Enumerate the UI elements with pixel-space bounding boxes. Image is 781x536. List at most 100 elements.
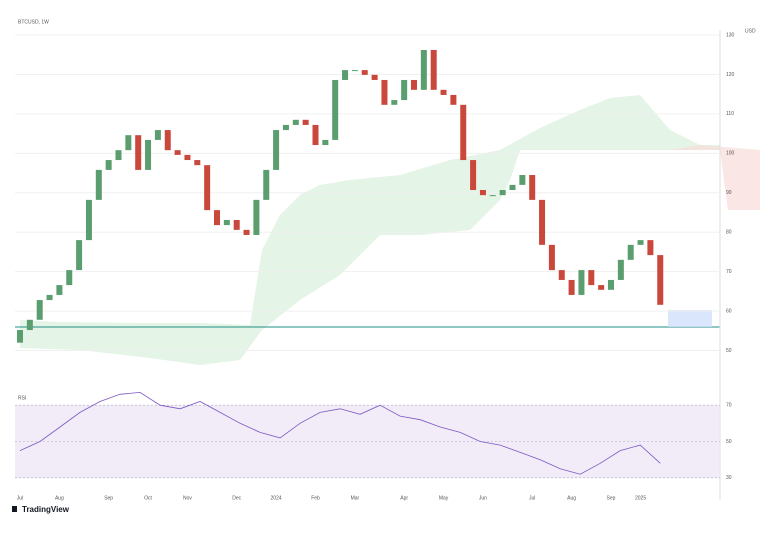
candle-body xyxy=(223,219,230,226)
candle-body xyxy=(243,229,250,235)
y-tick-label: 100 xyxy=(726,151,735,157)
candle-body xyxy=(322,139,329,146)
candle-body xyxy=(598,285,605,290)
plot: 50 60 70 80 90 100 110 120 130 Jul Aug Sep Oct Nov Dec… xyxy=(15,32,735,501)
candle-body xyxy=(164,130,171,151)
candle-body xyxy=(509,184,516,191)
candle-body xyxy=(17,330,23,343)
candle-body xyxy=(292,119,299,125)
candle-body xyxy=(470,160,477,191)
candle-body xyxy=(105,160,112,170)
x-tick-label: Apr xyxy=(400,495,408,501)
candle-body xyxy=(391,100,398,105)
candle-body xyxy=(361,70,368,75)
candle-body xyxy=(263,169,270,200)
candle-body xyxy=(450,94,457,105)
candle-body xyxy=(420,49,427,90)
y-tick-label: 110 xyxy=(726,111,734,117)
y-tick-label: 120 xyxy=(726,72,735,78)
x-tick-label: Aug xyxy=(567,495,576,501)
rsi-name: RSI xyxy=(18,395,26,401)
candle-body xyxy=(637,240,644,245)
x-tick-label: Nov xyxy=(183,495,192,501)
candle-body xyxy=(154,130,161,140)
candle-body xyxy=(332,79,339,140)
candle-body xyxy=(608,279,614,290)
x-tick-label: Sep xyxy=(104,495,113,501)
candle-body xyxy=(26,319,33,331)
x-tick-label: Sep xyxy=(607,495,616,501)
candle-body xyxy=(302,119,309,125)
x-tick-label: Dec xyxy=(232,495,241,501)
candle-body xyxy=(115,150,122,161)
x-tick-label: 2024 xyxy=(271,495,282,501)
candle-body xyxy=(135,135,142,170)
y-tick-label: 130 xyxy=(726,32,735,38)
rsi-line xyxy=(19,391,661,475)
candle-body xyxy=(519,175,526,185)
candle-body xyxy=(499,190,506,196)
candle-body xyxy=(312,124,319,146)
x-tick-label: Jun xyxy=(479,495,487,501)
candle-body xyxy=(194,160,201,166)
y-tick-label: 50 xyxy=(726,348,732,354)
x-tick-label: Oct xyxy=(144,495,152,501)
candle-body xyxy=(430,49,437,90)
candle-body xyxy=(489,195,496,197)
rsi-tick-label: 70 xyxy=(726,402,732,408)
rsi-tick-label: 50 xyxy=(726,439,732,445)
candle-body xyxy=(145,139,152,170)
candle-body xyxy=(371,74,378,80)
ichimoku-cloud-red xyxy=(670,145,760,210)
header-title: BTCUSD, 1W xyxy=(18,19,49,25)
x-tick-label: 2025 xyxy=(635,495,646,501)
candle-body xyxy=(529,175,536,200)
measure-box xyxy=(668,310,712,327)
candle-body xyxy=(381,79,388,105)
candle-body xyxy=(440,89,447,95)
candle-body xyxy=(657,255,664,305)
candle-body xyxy=(214,210,220,226)
candle-body xyxy=(85,199,92,241)
x-tick-label: Feb xyxy=(311,495,320,501)
x-tick-label: Jul xyxy=(529,495,535,501)
x-tick-label: Aug xyxy=(55,495,64,501)
candle-body xyxy=(351,70,358,72)
y-tick-label: 60 xyxy=(726,308,732,314)
logo: TradingView xyxy=(22,505,70,514)
candle-body xyxy=(460,104,467,161)
ichimoku-cloud xyxy=(20,95,720,365)
candle-body xyxy=(125,135,132,151)
currency: USD xyxy=(745,28,756,34)
candle-body xyxy=(184,154,191,161)
candle-body xyxy=(56,285,63,295)
x-tick-label: May xyxy=(439,495,449,501)
candle-body xyxy=(568,279,575,295)
candle-body xyxy=(95,169,102,200)
candle-body xyxy=(46,294,53,301)
candle-body xyxy=(342,70,349,80)
candle-body xyxy=(548,244,555,271)
candle-body xyxy=(36,300,43,320)
candle-body xyxy=(66,270,73,286)
candle-body xyxy=(282,124,289,131)
x-tick-label: Mar xyxy=(351,495,360,501)
candle-body xyxy=(233,219,240,230)
candle-body xyxy=(411,79,417,90)
y-tick-label: 80 xyxy=(726,230,732,236)
candle-body xyxy=(617,259,624,280)
rsi-tick-label: 30 xyxy=(726,475,732,481)
candle-body xyxy=(479,190,486,196)
candle-body xyxy=(76,240,83,271)
y-tick-label: 70 xyxy=(726,269,732,275)
logo-icon xyxy=(12,506,17,512)
candle-body xyxy=(578,270,585,295)
candle-body xyxy=(253,199,260,235)
candle-body xyxy=(174,150,181,155)
candle-body xyxy=(588,270,595,286)
candle-body xyxy=(558,270,565,280)
candle-body xyxy=(539,199,546,245)
x-tick-label: Jul xyxy=(17,495,23,501)
candle-body xyxy=(647,240,654,256)
